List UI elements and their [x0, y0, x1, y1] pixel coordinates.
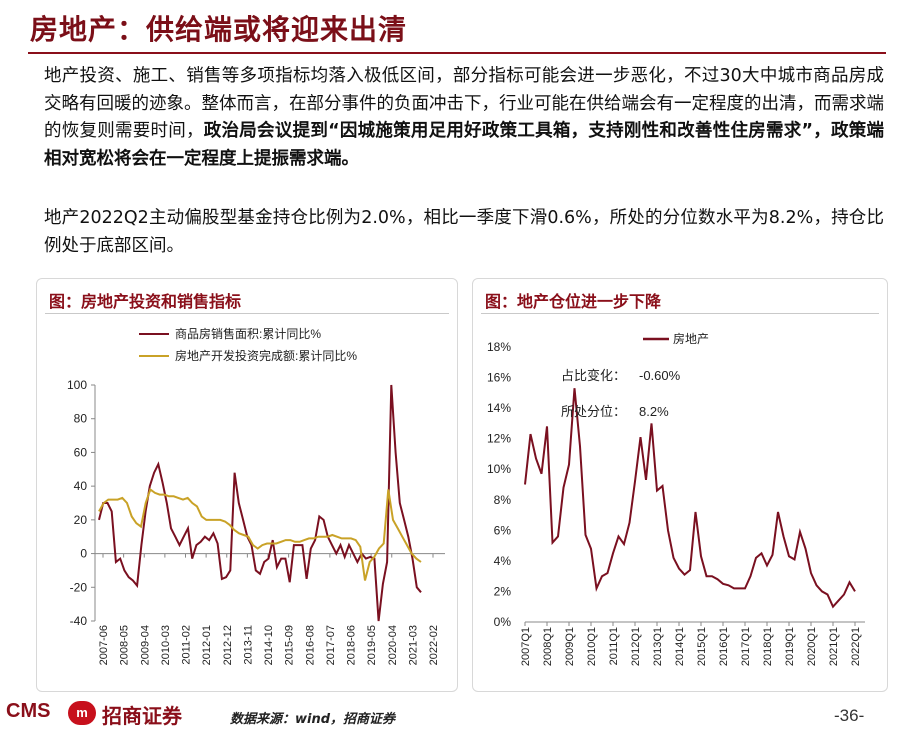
x-tick-label: 2009Q1: [564, 627, 576, 666]
chart-panel-left: 图：房地产投资和销售指标 100 80 60 40 20 0 -20 -40 2007-06 20…: [36, 278, 458, 692]
series-line-sales-area: [98, 384, 422, 622]
x-tick-label: 2017Q1: [740, 627, 752, 666]
x-tick-label: 2022-02: [428, 625, 440, 665]
x-tick-label: 2014-10: [263, 625, 275, 665]
panel-divider: [481, 313, 879, 314]
x-tick-label: 2012-01: [201, 625, 213, 665]
brand-logo-icon: m: [68, 701, 96, 725]
y-tick-label: 100: [67, 378, 87, 392]
x-tick-label: 2019Q1: [784, 627, 796, 666]
x-tick-label: 2007Q1: [520, 627, 532, 666]
data-source: 数据来源：wind，招商证券: [230, 712, 396, 727]
x-tick-label: 2012-12: [222, 625, 234, 665]
chart-panel-right: 图：地产仓位进一步下降 18% 16% 14% 12% 10% 8% 6% 4% 2% 0% 200…: [472, 278, 888, 692]
x-tick-label: 2008-05: [119, 625, 131, 665]
series-line-real-estate: [524, 388, 856, 609]
paragraph-text: 地产投资、施工、销售等多项指标均落入极低区间，部分指标可能会进一步恶化，不过30…: [44, 66, 884, 141]
y-tick-label: 8%: [494, 493, 512, 507]
x-tick-label: 2015-09: [284, 625, 296, 665]
x-tick-label: 2014Q1: [674, 627, 686, 666]
x-tick-label: 2021Q1: [828, 627, 840, 666]
x-tick-label: 2017-07: [325, 625, 337, 665]
x-tick-label: 2007-06: [98, 625, 110, 665]
y-tick-label: 0: [80, 547, 87, 561]
x-tick-label: 2013-11: [242, 625, 254, 665]
x-tick-label: 2020Q1: [806, 627, 818, 666]
annotation-percentile-label: 所处分位：: [561, 404, 626, 419]
x-tick-label: 2010-03: [160, 625, 172, 665]
x-tick-label: 2019-05: [366, 625, 378, 665]
x-tick-label: 2016Q1: [718, 627, 730, 666]
y-tick-label: 6%: [494, 523, 512, 537]
y-tick-label: 4%: [494, 554, 512, 568]
body-paragraph-1: 地产投资、施工、销售等多项指标均落入极低区间，部分指标可能会进一步恶化，不过30…: [44, 63, 884, 173]
y-tick-label: 12%: [487, 432, 511, 446]
chart-investment-sales: 100 80 60 40 20 0 -20 -40 2007-06 2008-05 2009-04 2…: [67, 326, 445, 665]
chart-title: 图：地产仓位进一步下降: [485, 292, 662, 311]
page-title: 房地产：供给端或将迎来出清: [30, 13, 408, 46]
annotation-change-value: -0.60%: [639, 368, 681, 383]
y-tick-label: 80: [74, 412, 88, 426]
x-tick-label: 2012Q1: [630, 627, 642, 666]
x-tick-label: 2016-08: [304, 625, 316, 665]
legend-label: 商品房销售面积:累计同比%: [175, 326, 321, 341]
y-tick-label: 10%: [487, 462, 511, 476]
y-tick-label: 16%: [487, 371, 511, 385]
y-tick-label: -40: [70, 614, 88, 628]
paragraph-bold-text: 政治局会议提到“因城施策用足用好政策工具箱，支持刚性和改善性住房需求”，政策端相…: [44, 121, 884, 169]
y-tick-label: 20: [74, 513, 88, 527]
panel-divider: [45, 313, 449, 314]
brand-logo-text: CMS: [6, 700, 51, 722]
title-divider: [28, 52, 886, 54]
legend-label: 房地产开发投资完成额:累计同比%: [175, 348, 357, 363]
x-tick-label: 2013Q1: [652, 627, 664, 666]
chart-position-ratio: 18% 16% 14% 12% 10% 8% 6% 4% 2% 0% 2007Q1 2008Q1 200…: [487, 331, 865, 666]
annotation-change-label: 占比变化：: [561, 368, 626, 383]
y-tick-label: 2%: [494, 584, 512, 598]
y-tick-label: -20: [70, 580, 88, 594]
y-tick-label: 18%: [487, 340, 511, 354]
legend-label: 房地产: [673, 331, 709, 346]
brand-name: 招商证券: [102, 704, 182, 728]
x-tick-label: 2018Q1: [762, 627, 774, 666]
y-tick-label: 14%: [487, 401, 511, 415]
page-number: -36-: [834, 706, 865, 725]
x-tick-label: 2011-02: [181, 625, 193, 665]
x-tick-label: 2021-03: [407, 625, 419, 665]
chart-title: 图：房地产投资和销售指标: [49, 292, 242, 311]
annotation-percentile-value: 8.2%: [639, 404, 669, 419]
x-tick-label: 2011Q1: [608, 627, 620, 665]
x-tick-label: 2018-06: [346, 625, 358, 665]
x-tick-label: 2022Q1: [850, 627, 862, 666]
y-tick-label: 0%: [494, 615, 512, 629]
x-tick-label: 2020-04: [387, 625, 399, 665]
series-line-development-investment: [98, 487, 422, 581]
x-tick-label: 2010Q1: [586, 627, 598, 666]
body-paragraph-2: 地产2022Q2主动偏股型基金持仓比例为2.0%，相比一季度下滑0.6%，所处的…: [44, 208, 884, 256]
x-tick-label: 2015Q1: [696, 627, 708, 666]
x-tick-label: 2009-04: [139, 625, 151, 665]
y-tick-label: 60: [74, 445, 88, 459]
y-tick-label: 40: [74, 479, 88, 493]
x-tick-label: 2008Q1: [542, 627, 554, 666]
